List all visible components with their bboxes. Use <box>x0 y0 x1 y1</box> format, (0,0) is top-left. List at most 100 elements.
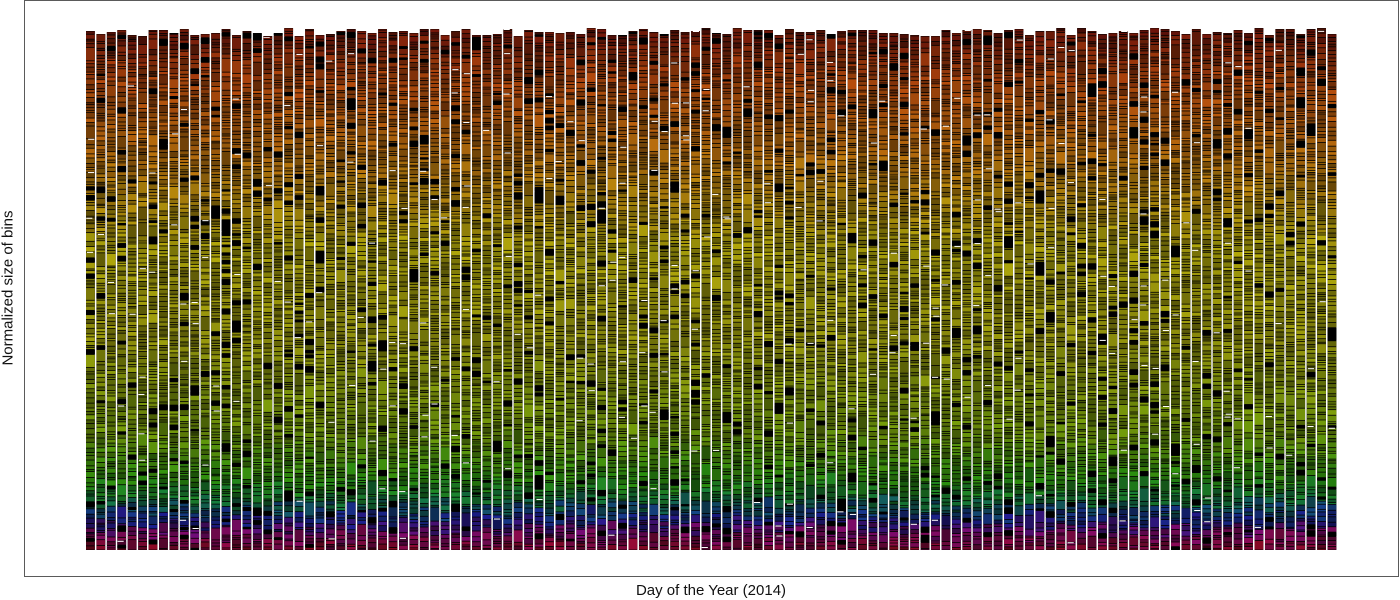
bin-segment <box>367 304 377 307</box>
bin-segment <box>221 120 231 123</box>
bin-segment <box>315 501 325 507</box>
bin-segment <box>357 482 367 485</box>
bin-segment <box>378 521 387 526</box>
bin-segment <box>200 260 210 268</box>
bin-segment <box>388 146 398 152</box>
bin-segment <box>221 139 231 143</box>
bin-segment <box>284 220 294 226</box>
bin-segment <box>378 70 387 74</box>
bin-segment <box>232 437 241 442</box>
bin-segment <box>325 163 335 168</box>
bin-segment <box>315 206 325 212</box>
bin-segment <box>138 430 147 433</box>
bin-segment <box>190 119 200 124</box>
bin-segment <box>399 443 408 446</box>
bin-segment <box>252 303 262 307</box>
bin-segment <box>315 297 325 299</box>
bin-segment <box>419 415 429 420</box>
bin-segment <box>346 311 356 313</box>
bin-segment <box>399 99 408 105</box>
bin-segment <box>367 182 377 184</box>
bin-segment <box>252 33 262 40</box>
bin-segment <box>294 345 304 347</box>
bin-segment <box>169 453 179 459</box>
bin-highlight <box>117 540 124 542</box>
bin-segment <box>211 460 221 469</box>
bin-segment <box>336 173 346 177</box>
bin-segment <box>96 403 106 406</box>
bin-segment <box>169 336 179 341</box>
bin-segment <box>190 289 200 294</box>
bin-segment <box>200 86 210 89</box>
bin-segment <box>86 271 95 274</box>
bin-segment <box>232 450 241 455</box>
bin-segment <box>169 58 179 63</box>
bin-segment <box>336 500 346 503</box>
bin-segment <box>200 75 210 77</box>
bin-segment <box>430 354 440 357</box>
bin-segment <box>399 119 408 121</box>
bin-segment <box>127 519 137 522</box>
bin-segment <box>440 338 450 344</box>
bin-segment <box>430 364 440 367</box>
bin-segment <box>232 472 241 476</box>
bin-segment <box>461 140 471 144</box>
bin-segment <box>409 453 419 455</box>
bin-segment <box>357 428 367 433</box>
bin-segment <box>430 111 440 113</box>
bin-segment <box>305 471 314 473</box>
bin-segment <box>461 73 471 78</box>
bin-segment <box>419 31 429 35</box>
bin-highlight <box>118 405 125 407</box>
bin-segment <box>169 186 179 199</box>
bin-segment <box>221 95 231 99</box>
bin-segment <box>378 153 387 157</box>
bin-highlight <box>399 491 406 493</box>
bin-segment <box>252 330 262 335</box>
bin-segment <box>388 486 398 491</box>
bin-segment <box>336 354 346 356</box>
bin-segment <box>409 367 419 373</box>
bin-segment <box>127 306 137 308</box>
bin-segment <box>200 215 210 220</box>
bin-segment <box>117 322 127 327</box>
bin-segment <box>221 422 231 427</box>
bin-segment <box>378 303 387 308</box>
bin-segment <box>294 417 304 423</box>
bin-segment <box>273 310 283 315</box>
bin-segment <box>179 369 189 375</box>
bin-segment <box>461 376 471 379</box>
bin-segment <box>127 509 137 512</box>
bin-segment <box>106 325 116 329</box>
bin-segment <box>86 222 95 224</box>
bin-segment <box>138 44 147 55</box>
bin-segment <box>294 66 304 70</box>
bin-segment <box>451 274 460 278</box>
bin-segment <box>378 357 387 361</box>
bin-segment <box>252 433 262 437</box>
bin-segment <box>211 263 221 269</box>
bin-segment <box>86 278 95 281</box>
bin-segment <box>336 306 346 309</box>
bin-segment <box>159 317 168 322</box>
bin-segment <box>263 333 273 339</box>
bin-segment <box>252 510 262 516</box>
bin-segment <box>252 327 262 329</box>
bin-segment <box>127 146 137 151</box>
bin-segment <box>419 303 429 308</box>
bin-segment <box>346 483 356 486</box>
bin-segment <box>419 242 429 244</box>
bin-segment <box>399 248 408 252</box>
bin-segment <box>451 321 460 323</box>
bin-segment <box>378 107 387 111</box>
bin-segment <box>325 167 335 171</box>
bin-segment <box>388 182 398 185</box>
bin-segment <box>346 519 356 525</box>
bin-segment <box>336 181 346 182</box>
bin-segment <box>200 243 210 247</box>
bin-segment <box>200 417 210 428</box>
bin-segment <box>96 467 106 471</box>
bin-segment <box>190 40 200 45</box>
bin-segment <box>294 269 304 274</box>
bin-segment <box>190 330 200 335</box>
